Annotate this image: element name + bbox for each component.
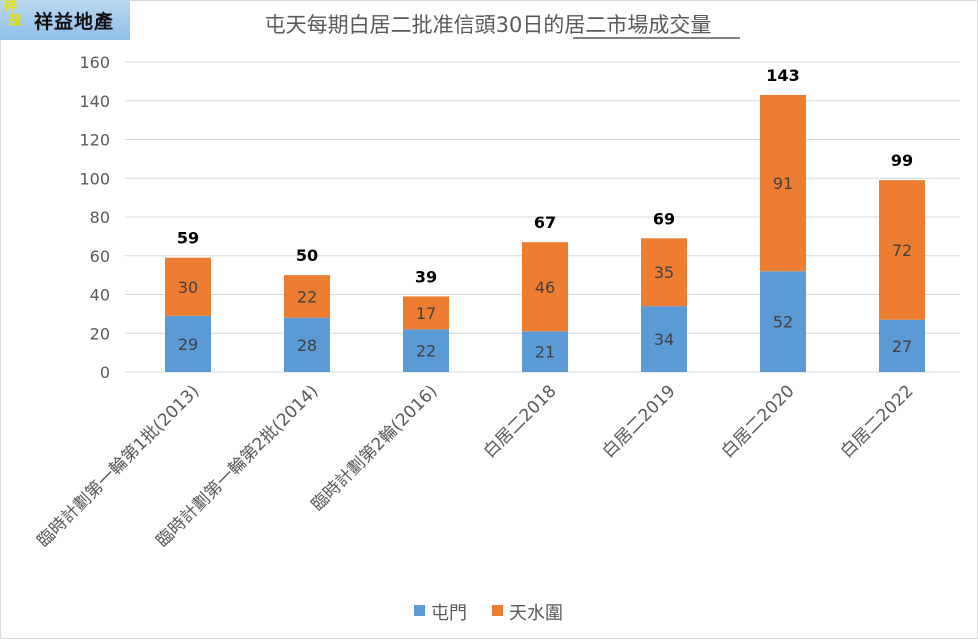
x-tick-label: 白居二2022 (837, 381, 918, 462)
x-tick-label: 白居二2018 (480, 381, 561, 462)
bar-segment (403, 296, 449, 330)
data-label: 52 (773, 313, 793, 332)
y-tick-label: 160 (79, 53, 110, 72)
y-tick-label: 120 (79, 131, 110, 150)
x-tick-label: 白居二2020 (718, 381, 799, 462)
total-label: 59 (177, 229, 199, 248)
bar-segment (522, 331, 568, 372)
y-tick-label: 100 (79, 169, 110, 188)
bar-segment (879, 180, 925, 320)
bar-segment (641, 306, 687, 372)
data-label: 21 (535, 343, 555, 362)
data-label: 22 (416, 342, 436, 361)
total-label: 69 (653, 209, 675, 228)
data-label: 30 (178, 278, 198, 297)
x-tick-label: 白居二2019 (599, 381, 680, 462)
bar-segment (879, 319, 925, 372)
total-label: 39 (415, 267, 437, 286)
bar-segment (284, 275, 330, 318)
total-label: 99 (891, 151, 913, 170)
legend-swatch (414, 605, 425, 616)
bar-segment (641, 238, 687, 307)
legend-label: 天水圍 (509, 603, 563, 624)
data-label: 27 (892, 337, 912, 356)
y-tick-label: 20 (90, 324, 110, 343)
logo-mark: 祥 益 (4, 0, 22, 28)
bar-segment (403, 329, 449, 372)
data-label: 34 (654, 330, 674, 349)
data-label: 28 (297, 336, 317, 355)
legend-swatch (492, 605, 503, 616)
data-label: 72 (892, 241, 912, 260)
y-tick-label: 40 (90, 286, 110, 305)
data-label: 17 (416, 304, 436, 323)
y-tick-label: 60 (90, 247, 110, 266)
data-label: 35 (654, 263, 674, 282)
bar-segment (760, 94, 806, 272)
bar-segment (165, 315, 211, 372)
logo: 祥 益 祥益地產 (0, 0, 130, 40)
bar-segment (760, 271, 806, 372)
y-tick-label: 0 (100, 363, 110, 382)
bar-segment (284, 317, 330, 372)
x-tick-label: 臨時計劃第2輪(2016) (308, 381, 442, 515)
total-label: 143 (766, 66, 799, 85)
bar-segment (165, 257, 211, 316)
legend-label: 屯門 (431, 603, 467, 624)
y-tick-label: 140 (79, 92, 110, 111)
total-label: 67 (534, 213, 556, 232)
total-label: 50 (296, 246, 318, 265)
chart-title: 屯天每期白居二批准信頭30日的居二市場成交量 (265, 13, 712, 37)
data-label: 22 (297, 287, 317, 306)
logo-text: 祥益地產 (34, 10, 115, 33)
bar-segment (522, 242, 568, 332)
data-label: 46 (535, 278, 555, 297)
y-tick-label: 80 (90, 208, 110, 227)
data-label: 91 (773, 174, 793, 193)
data-label: 29 (178, 335, 198, 354)
